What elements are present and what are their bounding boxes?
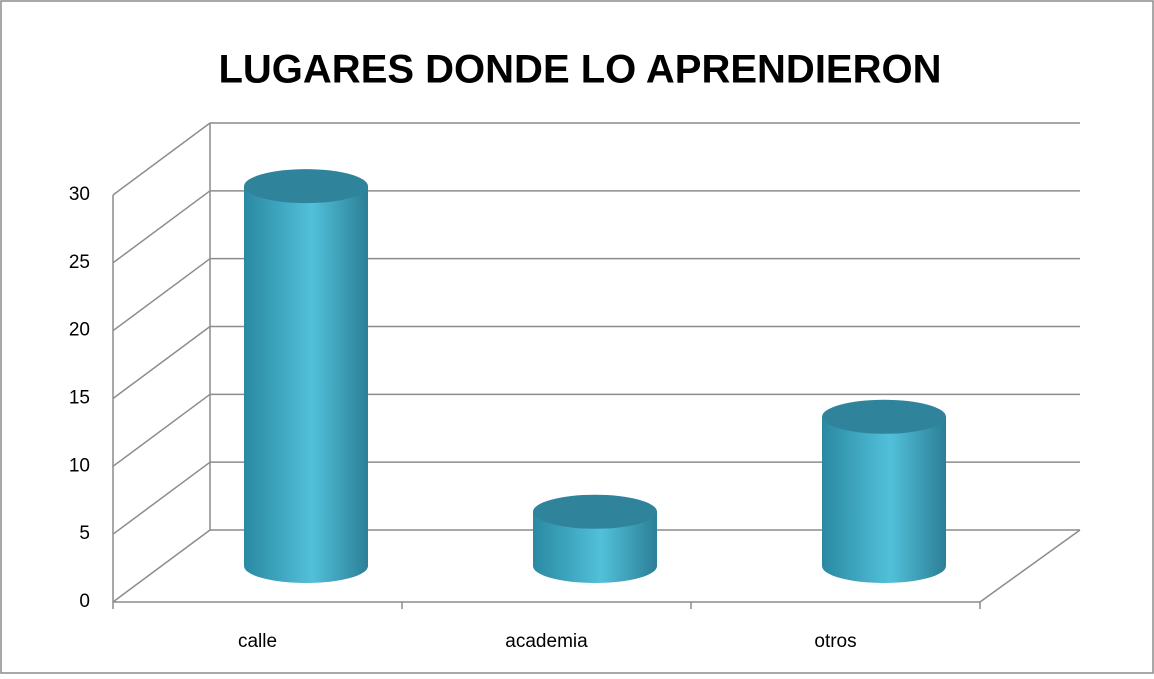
grid-line (112, 190, 211, 264)
bar-top (533, 494, 657, 529)
x-tick-label: academia (505, 631, 588, 652)
bar-body (822, 416, 946, 583)
grid-line (112, 461, 211, 535)
bar-body (533, 511, 657, 583)
y-tick-label: 20 (69, 320, 90, 341)
bar-body (244, 186, 368, 583)
grid-line (112, 393, 211, 467)
grid-line (112, 122, 211, 196)
y-tick-label: 25 (69, 252, 90, 273)
chart-title: LUGARES DONDE LO APRENDIERON (218, 48, 941, 92)
x-tick-label: otros (814, 631, 856, 652)
y-tick-label: 10 (69, 455, 90, 476)
bar (822, 399, 946, 583)
y-tick-label: 15 (69, 388, 90, 409)
grid-line (112, 529, 211, 603)
bar (533, 494, 657, 583)
x-tick-label: calle (238, 631, 277, 652)
bar-top (822, 399, 946, 434)
y-tick-label: 30 (69, 184, 90, 205)
bar-top (244, 169, 368, 204)
bar (244, 169, 368, 583)
grid-line (112, 325, 211, 400)
y-tick-label: 5 (79, 523, 90, 544)
axis (979, 529, 1081, 603)
grid-line (112, 258, 211, 332)
y-tick-label: 0 (79, 591, 90, 612)
